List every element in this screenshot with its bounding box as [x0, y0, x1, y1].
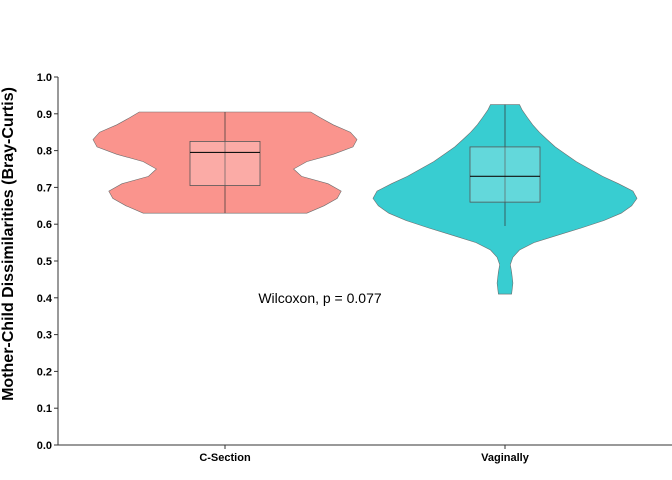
x-tick-label: C-Section: [199, 452, 251, 464]
y-tick-label: 0.9: [37, 109, 52, 121]
wilcoxon-annotation: Wilcoxon, p = 0.077: [258, 290, 382, 306]
vaginally-box: [469, 146, 541, 203]
c-section-box: [189, 140, 261, 186]
plot-area: [92, 104, 638, 295]
y-axis-ticks: 0.0 0.1 0.2 0.3 0.4 0.5 0.6 0.7 0.8 0.9 1.0: [37, 72, 58, 452]
y-tick-label: 0.1: [37, 403, 52, 415]
y-tick-label: 0.8: [37, 146, 52, 158]
x-axis-ticks: C-Section Vaginally: [199, 445, 530, 464]
y-tick-label: 0.4: [37, 293, 53, 305]
y-tick-label: 0.7: [37, 182, 52, 194]
y-tick-label: 0.3: [37, 330, 52, 342]
y-tick-label: 0.0: [37, 440, 52, 452]
y-axis-title: Mother-Child Dissimilarities (Bray-Curti…: [0, 87, 17, 401]
x-tick-label: Vaginally: [481, 452, 530, 464]
y-tick-label: 0.6: [37, 219, 52, 231]
y-tick-label: 1.0: [37, 72, 52, 84]
y-tick-label: 0.5: [37, 256, 52, 268]
y-tick-label: 0.2: [37, 366, 52, 378]
